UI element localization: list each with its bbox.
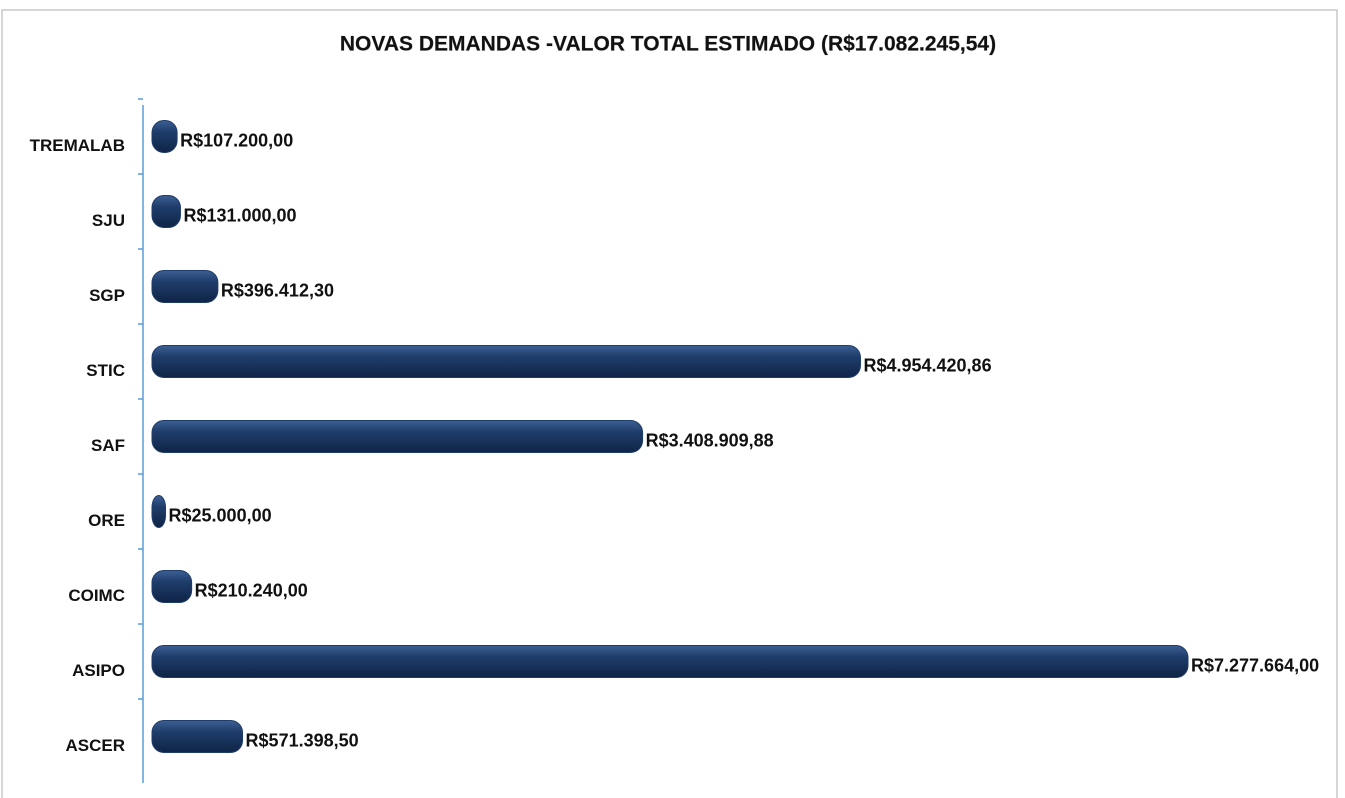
- bar: [151, 495, 167, 528]
- bar: [151, 570, 193, 603]
- data-label: R$210.240,00: [195, 580, 308, 600]
- bar: [151, 195, 181, 228]
- bar: [151, 720, 244, 753]
- chart-frame: [1, 9, 1338, 798]
- data-label: R$107.200,00: [180, 130, 293, 150]
- y-tick-label: SJU: [92, 211, 125, 230]
- chart-title: NOVAS DEMANDAS -VALOR TOTAL ESTIMADO (R$…: [340, 33, 996, 56]
- y-tick-label: ASCER: [65, 736, 125, 755]
- bar: [151, 645, 1189, 678]
- y-tick-label: STIC: [86, 361, 125, 380]
- bar: [151, 120, 178, 153]
- data-label: R$4.954.420,86: [863, 355, 991, 375]
- bar: [151, 270, 219, 303]
- data-label: R$131.000,00: [183, 205, 296, 225]
- bar: [151, 345, 861, 378]
- y-tick-label: COIMC: [68, 586, 125, 605]
- bar: [151, 420, 644, 453]
- data-label: R$396.412,30: [221, 280, 334, 300]
- data-label: R$7.277.664,00: [1191, 655, 1319, 675]
- data-label: R$3.408.909,88: [646, 430, 774, 450]
- data-label: R$25.000,00: [169, 505, 272, 525]
- data-label: R$571.398,50: [246, 730, 359, 750]
- y-tick-label: SAF: [91, 436, 125, 455]
- y-tick-label: TREMALAB: [30, 136, 125, 155]
- y-tick-label: ORE: [88, 511, 125, 530]
- y-tick-label: ASIPO: [72, 661, 125, 680]
- y-tick-label: SGP: [89, 286, 125, 305]
